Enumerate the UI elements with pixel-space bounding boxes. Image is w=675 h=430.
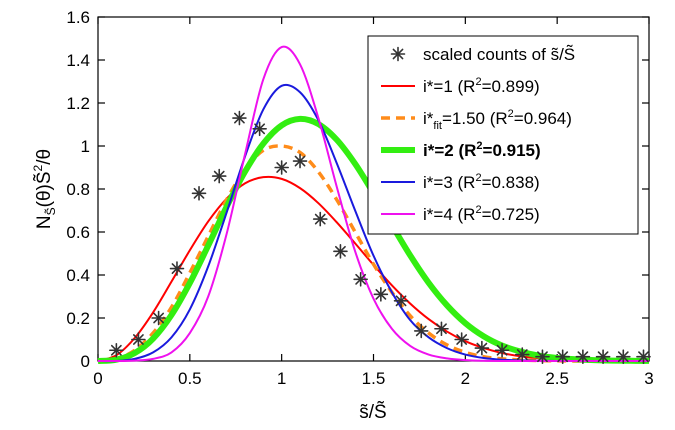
y-axis-label: NS̃(θ)S̃2/θ [31, 149, 58, 229]
legend-label-1: i*=1 (R2=0.899) [423, 76, 540, 96]
legend-items: scaled counts of s̃/S̃ i*=1 (R2=0.899) i*f… [381, 44, 575, 224]
scatter-point [474, 340, 490, 356]
scatter-point [413, 323, 429, 339]
scatter-point [555, 349, 570, 365]
scatter-point [575, 349, 591, 365]
x-tick-label: 2.5 [545, 369, 569, 388]
y-tick-label: 0.4 [66, 266, 90, 285]
scatter-point [636, 349, 651, 365]
scatter-point [434, 321, 449, 337]
series-line-5 [97, 45, 649, 363]
scatter-point [514, 347, 530, 362]
scatter-layer [109, 110, 651, 365]
x-tick-label: 0 [93, 369, 102, 388]
scatter-point [292, 153, 308, 169]
legend-label-5: i*=4 (R2=0.725) [423, 204, 540, 224]
scatter-point [312, 211, 328, 227]
scatter-point [595, 349, 611, 365]
legend-marker-scatter [390, 46, 406, 62]
x-tick-label: 2 [461, 369, 470, 388]
scatter-point [454, 332, 469, 347]
x-tick-label: 3 [644, 369, 653, 388]
y-tick-label: 0.6 [66, 223, 90, 242]
legend-box [367, 35, 639, 235]
legend-label-3: i*=2 (R2=0.915) [423, 140, 541, 160]
x-tick-label: 1.5 [362, 369, 386, 388]
legend-label-2: i*fit=1.50 (R2=0.964) [423, 108, 572, 132]
x-tick-label: 0.5 [178, 369, 202, 388]
series-line-2 [97, 144, 649, 363]
legend: scaled counts of s̃/S̃ i*=1 (R2=0.899) i*f… [367, 35, 639, 235]
y-tick-label: 1.4 [66, 51, 90, 70]
y-tick-label: 1.6 [66, 8, 90, 27]
scatter-point [252, 121, 267, 137]
scatter-point [615, 349, 631, 365]
scatter-point [274, 160, 289, 175]
y-tick-label: 0 [81, 352, 90, 371]
scatter-point [191, 186, 207, 201]
y-tick-label: 0.2 [66, 309, 90, 328]
legend-label-4: i*=3 (R2=0.838) [423, 172, 540, 192]
scatter-point [373, 287, 389, 302]
scatter-point [232, 110, 247, 126]
scatter-point [393, 293, 409, 309]
scatter-point [211, 168, 227, 184]
x-axis-label: s̃/S̃ [359, 401, 386, 423]
y-tick-label: 0.8 [66, 180, 90, 199]
legend-label-scatter: scaled counts of s̃/S̃ [423, 44, 575, 64]
scatter-point [169, 261, 185, 276]
scatter-point [109, 342, 124, 358]
scatter-point [353, 271, 368, 287]
y-tick-label: 1 [81, 137, 90, 156]
x-tick-label: 1 [277, 369, 286, 388]
scatter-point [333, 244, 348, 259]
scatter-point [535, 349, 550, 365]
y-tick-label: 1.2 [66, 94, 90, 113]
scatter-point [494, 342, 510, 358]
scatter-point [131, 332, 146, 347]
scatter-point [151, 310, 166, 326]
